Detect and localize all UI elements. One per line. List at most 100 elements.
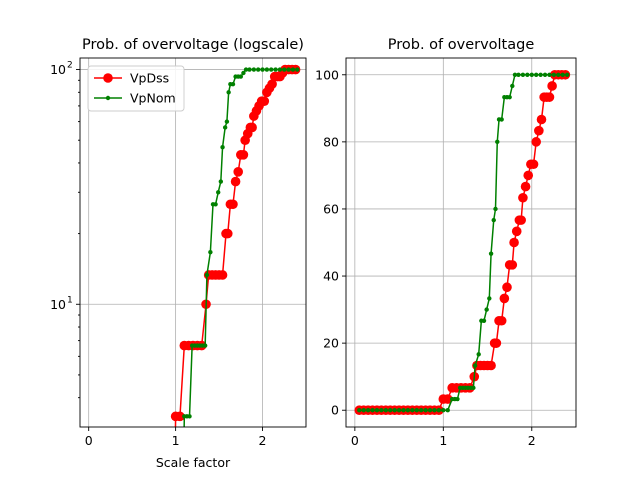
data-point-vpdss [217, 270, 228, 280]
data-point-vpdss [222, 228, 233, 239]
data-point-vpdss [247, 122, 257, 133]
data-point-vpnom [224, 119, 230, 124]
data-point-vpnom [551, 72, 557, 77]
data-point-vpnom [472, 363, 478, 368]
data-point-vpnom [247, 67, 252, 72]
data-point-vpnom [542, 72, 548, 77]
data-point-vpnom [484, 307, 489, 312]
data-point-vpnom [507, 94, 512, 100]
data-point-vpnom [295, 67, 300, 72]
data-point-vpnom [388, 408, 393, 413]
data-point-vpnom [241, 70, 246, 76]
data-point-vpnom [238, 74, 244, 79]
data-point-vpnom [243, 67, 249, 72]
data-point-vpdss [520, 181, 531, 192]
data-point-vpnom [441, 408, 446, 413]
data-point-vpnom [260, 67, 265, 72]
data-point-vpnom [392, 408, 397, 413]
data-point-vpnom [222, 125, 228, 130]
data-point-vpdss [523, 170, 534, 181]
y-tick-label: 100 [315, 67, 339, 82]
data-point-vpnom [418, 408, 424, 413]
data-point-vpdss [511, 226, 522, 237]
data-point-vpdss [528, 159, 539, 170]
y-tick-label: 10 [50, 62, 66, 77]
data-point-vpnom [499, 117, 504, 122]
data-point-vpnom [273, 67, 278, 72]
data-point-vpdss [233, 167, 243, 177]
series-line-vpdss [174, 68, 296, 427]
data-point-vpdss [531, 137, 541, 147]
data-point-vpnom [405, 408, 411, 413]
series-line-vpnom [183, 68, 298, 427]
x-tick-label: 1 [172, 433, 180, 448]
data-point-vpnom [455, 396, 460, 402]
data-point-vpnom [251, 67, 257, 72]
data-point-vpnom [286, 67, 291, 72]
data-point-vpdss [516, 215, 526, 225]
legend: VpDss VpNom [87, 65, 185, 112]
data-point-vpdss [228, 199, 238, 210]
data-point-vpdss [259, 96, 270, 106]
left-grid [80, 58, 306, 427]
y-tick-label: 40 [323, 269, 339, 284]
data-point-vpdss [507, 260, 518, 270]
data-point-vpdss [536, 114, 547, 125]
data-point-vpnom [436, 408, 442, 413]
data-point-vpnom [213, 202, 218, 207]
data-point-vpdss [442, 394, 453, 404]
data-point-vpnom [361, 408, 366, 413]
data-point-vpnom [510, 83, 515, 89]
data-point-vpnom [476, 352, 481, 357]
data-point-vpnom [216, 190, 221, 195]
data-point-vpnom [481, 318, 487, 323]
right-series-vpdss [354, 69, 571, 416]
data-point-vpnom [208, 249, 213, 255]
data-point-vpnom [401, 408, 406, 413]
data-point-vpnom [487, 296, 492, 301]
x-tick-label: 0 [85, 433, 93, 448]
data-point-vpnom [493, 206, 498, 212]
data-point-vpnom [529, 72, 534, 77]
data-point-vpnom [187, 414, 192, 419]
data-point-vpdss [518, 192, 528, 203]
legend-label-vpdss: VpDss [130, 71, 169, 86]
data-point-vpnom [264, 67, 270, 72]
data-point-vpdss [496, 315, 507, 326]
right-title: Prob. of overvoltage [388, 37, 535, 53]
data-point-vpnom [556, 72, 561, 77]
data-point-vpnom [423, 408, 428, 413]
x-tick-label: 1 [439, 433, 447, 448]
data-point-vpdss [499, 293, 510, 304]
data-point-vpnom [269, 67, 274, 72]
data-point-vpdss [547, 81, 557, 91]
data-point-vpnom [495, 139, 500, 145]
data-point-vpnom [226, 90, 231, 95]
data-point-vpdss [502, 282, 512, 293]
left-title: Prob. of overvoltage (logscale) [82, 37, 304, 53]
data-point-vpnom [204, 272, 210, 278]
left-series-vpnom [182, 67, 300, 427]
data-point-vpnom [488, 251, 494, 256]
data-point-vpnom [547, 72, 552, 77]
data-point-vpdss [238, 150, 249, 160]
data-point-vpnom [414, 408, 419, 413]
data-point-vpnom [432, 408, 437, 413]
legend-marker-vpdss [103, 73, 113, 83]
data-point-vpnom [525, 72, 530, 77]
x-tick-label: 2 [259, 433, 267, 448]
data-point-vpdss [230, 176, 241, 187]
data-point-vpnom [396, 408, 402, 413]
data-point-vpnom [365, 408, 371, 413]
x-tick-label: 2 [528, 433, 536, 448]
data-point-vpnom [282, 67, 287, 72]
data-point-vpnom [290, 67, 296, 72]
data-point-vpnom [220, 145, 225, 150]
data-point-vpnom [560, 72, 565, 77]
data-point-vpdss [267, 79, 277, 89]
